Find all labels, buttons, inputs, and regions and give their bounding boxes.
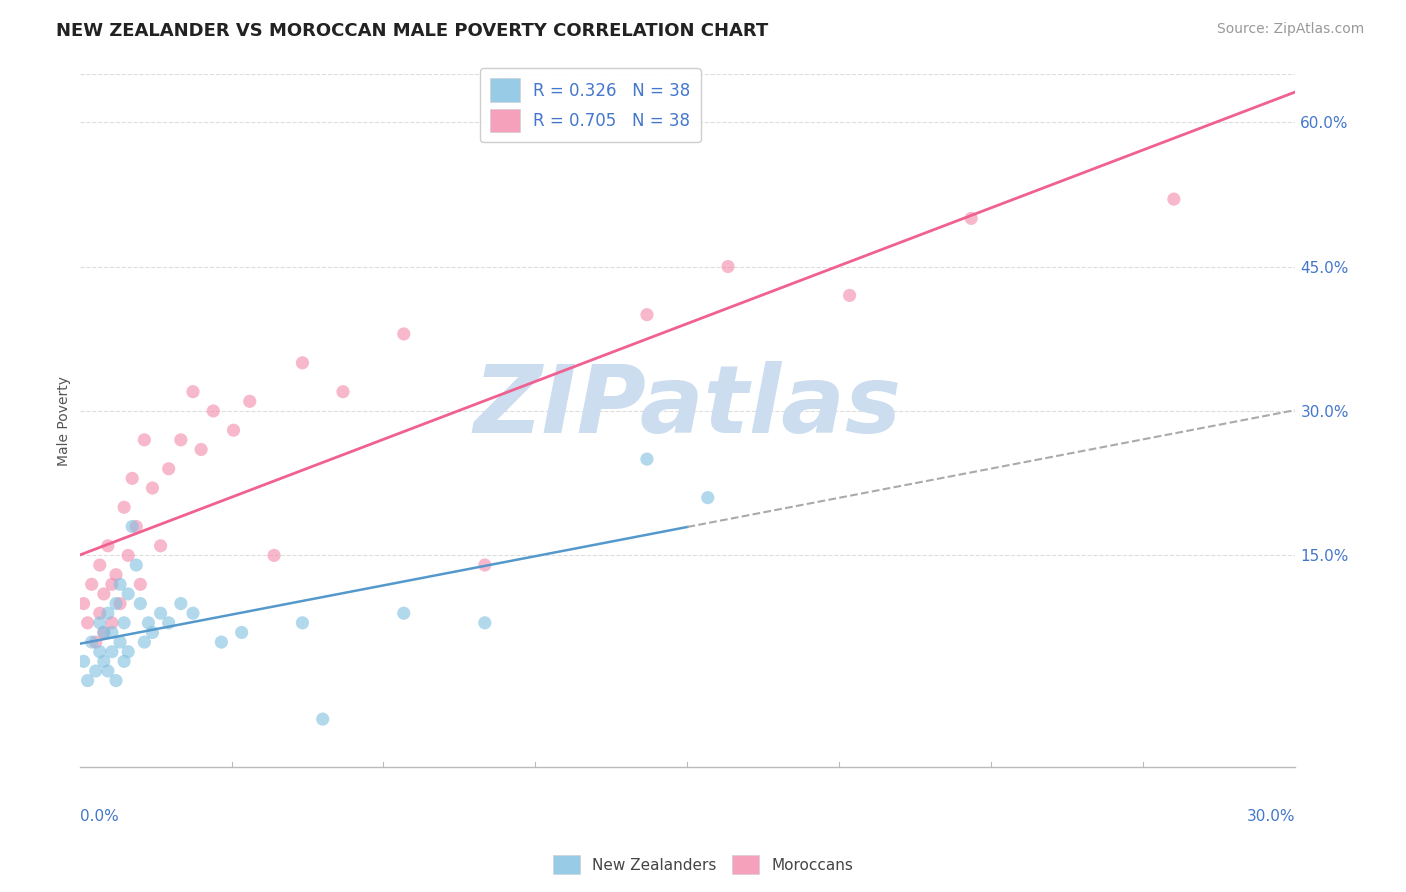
Point bbox=[312, 712, 335, 726]
Point bbox=[291, 615, 314, 630]
Point bbox=[291, 356, 314, 370]
Point bbox=[960, 211, 983, 226]
Point bbox=[108, 635, 131, 649]
Point bbox=[222, 423, 245, 437]
Point bbox=[636, 452, 658, 467]
Legend: R = 0.326   N = 38, R = 0.705   N = 38: R = 0.326 N = 38, R = 0.705 N = 38 bbox=[479, 69, 700, 142]
Point bbox=[134, 433, 156, 447]
Point bbox=[125, 558, 148, 572]
Text: Source: ZipAtlas.com: Source: ZipAtlas.com bbox=[1216, 22, 1364, 37]
Point bbox=[89, 645, 111, 659]
Point bbox=[121, 471, 143, 485]
Point bbox=[117, 645, 139, 659]
Point bbox=[392, 326, 415, 341]
Point bbox=[209, 635, 232, 649]
Point bbox=[392, 606, 415, 620]
Point bbox=[717, 260, 740, 274]
Point bbox=[72, 597, 94, 611]
Point bbox=[141, 625, 163, 640]
Point bbox=[117, 587, 139, 601]
Point bbox=[170, 597, 193, 611]
Point bbox=[108, 597, 131, 611]
Point bbox=[104, 567, 127, 582]
Point bbox=[112, 500, 135, 515]
Point bbox=[134, 635, 156, 649]
Point bbox=[636, 308, 658, 322]
Text: 30.0%: 30.0% bbox=[1247, 809, 1295, 824]
Point bbox=[141, 481, 163, 495]
Point bbox=[93, 587, 115, 601]
Point bbox=[93, 625, 115, 640]
Point bbox=[97, 606, 120, 620]
Text: NEW ZEALANDER VS MOROCCAN MALE POVERTY CORRELATION CHART: NEW ZEALANDER VS MOROCCAN MALE POVERTY C… bbox=[56, 22, 769, 40]
Point bbox=[104, 597, 127, 611]
Point bbox=[80, 577, 103, 591]
Point bbox=[332, 384, 354, 399]
Point bbox=[97, 664, 120, 678]
Point bbox=[239, 394, 262, 409]
Point bbox=[149, 606, 172, 620]
Point bbox=[112, 615, 135, 630]
Point bbox=[89, 558, 111, 572]
Point bbox=[101, 615, 124, 630]
Point bbox=[129, 577, 152, 591]
Point bbox=[108, 577, 131, 591]
Point bbox=[138, 615, 160, 630]
Point bbox=[181, 384, 204, 399]
Point bbox=[170, 433, 193, 447]
Point bbox=[93, 625, 115, 640]
Point bbox=[1163, 192, 1185, 206]
Point bbox=[104, 673, 127, 688]
Point bbox=[474, 558, 496, 572]
Text: 0.0%: 0.0% bbox=[80, 809, 118, 824]
Point bbox=[76, 673, 98, 688]
Point bbox=[474, 615, 496, 630]
Point bbox=[157, 615, 180, 630]
Point bbox=[117, 549, 139, 563]
Point bbox=[129, 597, 152, 611]
Point bbox=[76, 615, 98, 630]
Point bbox=[696, 491, 718, 505]
Point bbox=[101, 625, 124, 640]
Legend: New Zealanders, Moroccans: New Zealanders, Moroccans bbox=[547, 849, 859, 880]
Point bbox=[263, 549, 285, 563]
Point bbox=[80, 635, 103, 649]
Point bbox=[97, 539, 120, 553]
Point bbox=[72, 654, 94, 668]
Point bbox=[202, 404, 225, 418]
Point bbox=[231, 625, 253, 640]
Point bbox=[157, 461, 180, 475]
Point bbox=[181, 606, 204, 620]
Point bbox=[838, 288, 860, 302]
Point bbox=[101, 577, 124, 591]
Text: ZIPatlas: ZIPatlas bbox=[474, 360, 901, 453]
Point bbox=[84, 635, 107, 649]
Point bbox=[84, 664, 107, 678]
Point bbox=[89, 606, 111, 620]
Point bbox=[121, 519, 143, 533]
Point bbox=[112, 654, 135, 668]
Point bbox=[93, 654, 115, 668]
Y-axis label: Male Poverty: Male Poverty bbox=[58, 376, 72, 466]
Point bbox=[101, 645, 124, 659]
Point bbox=[89, 615, 111, 630]
Point bbox=[149, 539, 172, 553]
Point bbox=[125, 519, 148, 533]
Point bbox=[190, 442, 212, 457]
